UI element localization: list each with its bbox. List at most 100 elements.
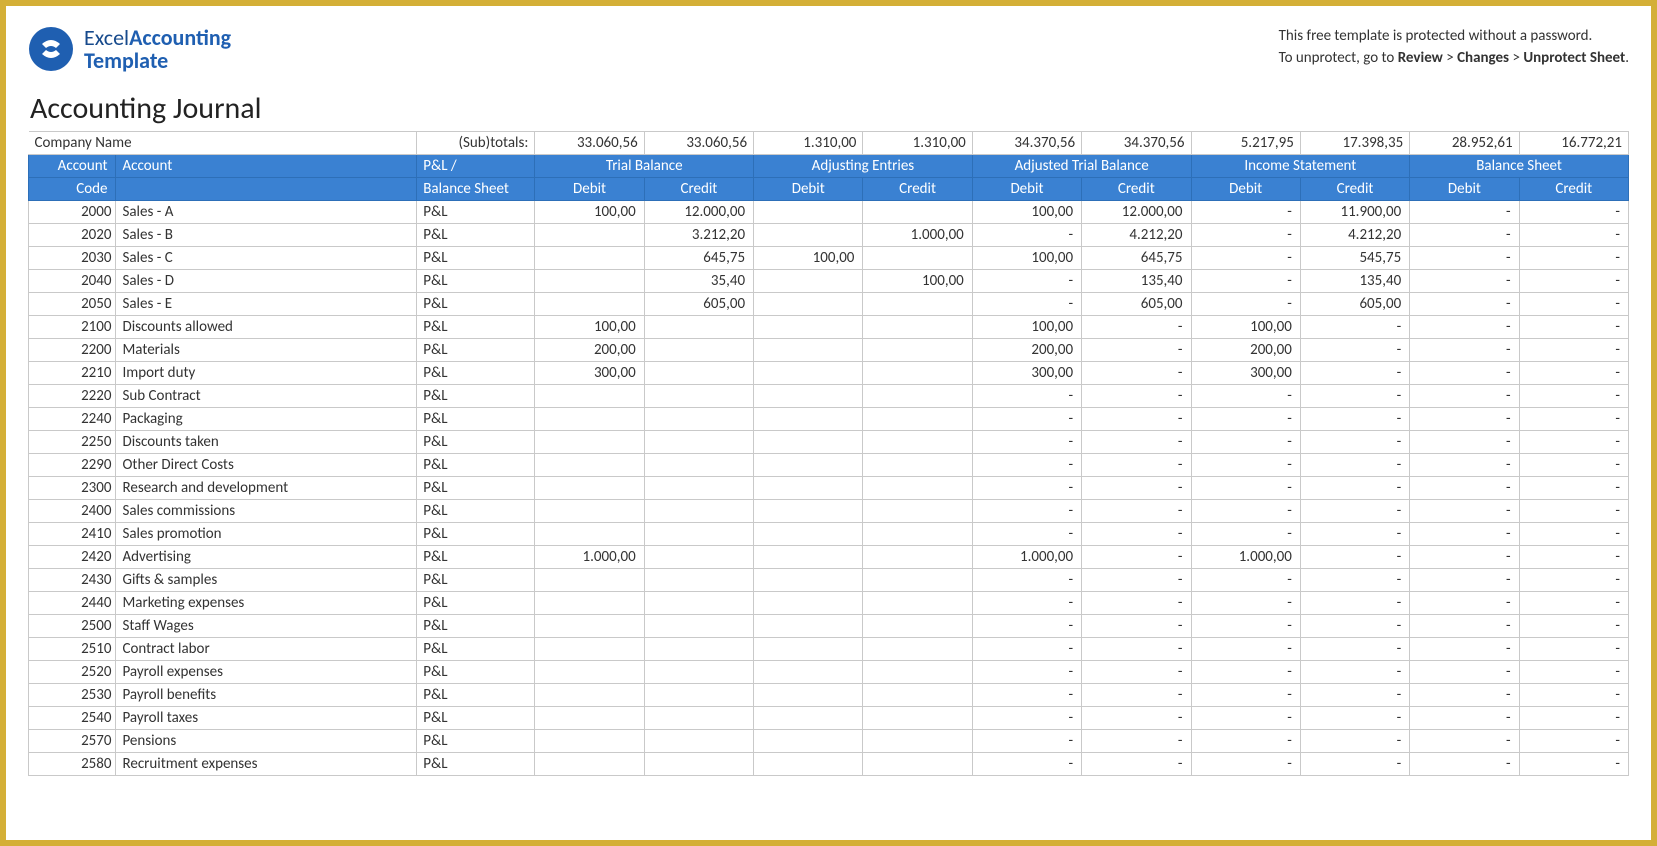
cell-account-name[interactable]: Contract labor — [116, 638, 417, 661]
cell-value[interactable]: - — [1082, 684, 1191, 707]
cell-account-code[interactable]: 2540 — [29, 707, 116, 730]
cell-value[interactable]: - — [1191, 454, 1300, 477]
cell-account-code[interactable]: 2210 — [29, 362, 116, 385]
cell-account-name[interactable]: Sales - A — [116, 201, 417, 224]
cell-value[interactable]: - — [1519, 247, 1628, 270]
cell-value[interactable]: - — [1410, 385, 1519, 408]
cell-value[interactable]: - — [1191, 730, 1300, 753]
cell-value[interactable]: - — [1519, 385, 1628, 408]
cell-value[interactable] — [754, 523, 863, 546]
cell-value[interactable]: - — [1410, 362, 1519, 385]
cell-value[interactable]: - — [972, 638, 1081, 661]
cell-value[interactable]: - — [1191, 431, 1300, 454]
cell-value[interactable] — [535, 477, 644, 500]
cell-value[interactable] — [754, 316, 863, 339]
cell-account-name[interactable]: Staff Wages — [116, 615, 417, 638]
cell-value[interactable]: - — [1519, 592, 1628, 615]
cell-value[interactable]: - — [1519, 316, 1628, 339]
cell-value[interactable]: - — [972, 431, 1081, 454]
cell-value[interactable] — [535, 224, 644, 247]
cell-value[interactable] — [644, 339, 753, 362]
cell-value[interactable] — [863, 615, 972, 638]
cell-value[interactable] — [535, 385, 644, 408]
cell-value[interactable]: 200,00 — [1191, 339, 1300, 362]
cell-value[interactable]: - — [1082, 477, 1191, 500]
cell-account-type[interactable]: P&L — [417, 592, 535, 615]
cell-value[interactable]: - — [972, 454, 1081, 477]
cell-value[interactable]: 1.000,00 — [972, 546, 1081, 569]
table-row[interactable]: 2300Research and developmentP&L------ — [29, 477, 1629, 500]
cell-value[interactable]: - — [1410, 684, 1519, 707]
cell-value[interactable]: - — [1082, 661, 1191, 684]
cell-value[interactable]: - — [1300, 362, 1409, 385]
cell-value[interactable]: 645,75 — [1082, 247, 1191, 270]
cell-account-code[interactable]: 2030 — [29, 247, 116, 270]
cell-account-name[interactable]: Import duty — [116, 362, 417, 385]
cell-value[interactable]: - — [1410, 500, 1519, 523]
cell-value[interactable]: 100,00 — [1191, 316, 1300, 339]
cell-account-type[interactable]: P&L — [417, 661, 535, 684]
cell-value[interactable] — [754, 362, 863, 385]
cell-value[interactable]: 135,40 — [1082, 270, 1191, 293]
cell-account-name[interactable]: Sales commissions — [116, 500, 417, 523]
cell-value[interactable]: 4.212,20 — [1300, 224, 1409, 247]
cell-value[interactable]: - — [1410, 224, 1519, 247]
cell-value[interactable]: - — [972, 523, 1081, 546]
cell-value[interactable] — [863, 684, 972, 707]
cell-account-code[interactable]: 2250 — [29, 431, 116, 454]
cell-value[interactable] — [535, 454, 644, 477]
cell-account-type[interactable]: P&L — [417, 247, 535, 270]
cell-value[interactable]: 3.212,20 — [644, 224, 753, 247]
cell-account-type[interactable]: P&L — [417, 362, 535, 385]
cell-value[interactable] — [644, 546, 753, 569]
cell-value[interactable]: - — [1410, 638, 1519, 661]
table-row[interactable]: 2580Recruitment expensesP&L------ — [29, 753, 1629, 776]
cell-account-name[interactable]: Packaging — [116, 408, 417, 431]
cell-value[interactable]: - — [1519, 638, 1628, 661]
cell-value[interactable] — [754, 730, 863, 753]
cell-account-name[interactable]: Sales - D — [116, 270, 417, 293]
cell-value[interactable] — [535, 270, 644, 293]
table-row[interactable]: 2100Discounts allowedP&L100,00100,00-100… — [29, 316, 1629, 339]
cell-account-type[interactable]: P&L — [417, 454, 535, 477]
cell-account-code[interactable]: 2200 — [29, 339, 116, 362]
cell-value[interactable]: 605,00 — [644, 293, 753, 316]
cell-value[interactable]: - — [1082, 638, 1191, 661]
cell-value[interactable]: - — [1082, 385, 1191, 408]
cell-account-code[interactable]: 2290 — [29, 454, 116, 477]
cell-account-code[interactable]: 2050 — [29, 293, 116, 316]
cell-value[interactable]: - — [1519, 362, 1628, 385]
cell-value[interactable]: 100,00 — [535, 201, 644, 224]
cell-value[interactable] — [754, 270, 863, 293]
cell-account-type[interactable]: P&L — [417, 477, 535, 500]
cell-value[interactable]: - — [972, 500, 1081, 523]
cell-value[interactable]: - — [972, 569, 1081, 592]
table-row[interactable]: 2200MaterialsP&L200,00200,00-200,00--- — [29, 339, 1629, 362]
cell-account-name[interactable]: Sub Contract — [116, 385, 417, 408]
table-row[interactable]: 2240PackagingP&L------ — [29, 408, 1629, 431]
cell-value[interactable]: - — [1410, 339, 1519, 362]
cell-value[interactable] — [863, 316, 972, 339]
cell-value[interactable]: - — [972, 477, 1081, 500]
cell-value[interactable]: - — [1410, 408, 1519, 431]
cell-value[interactable]: - — [1410, 592, 1519, 615]
cell-value[interactable] — [863, 661, 972, 684]
cell-value[interactable]: 1.000,00 — [863, 224, 972, 247]
cell-value[interactable]: - — [1410, 707, 1519, 730]
cell-account-type[interactable]: P&L — [417, 753, 535, 776]
cell-value[interactable] — [535, 661, 644, 684]
cell-value[interactable]: - — [1519, 224, 1628, 247]
cell-value[interactable] — [863, 454, 972, 477]
cell-account-name[interactable]: Sales promotion — [116, 523, 417, 546]
cell-value[interactable]: - — [1410, 477, 1519, 500]
cell-value[interactable]: - — [1082, 339, 1191, 362]
cell-value[interactable]: - — [1300, 431, 1409, 454]
cell-value[interactable] — [644, 431, 753, 454]
cell-value[interactable]: 545,75 — [1300, 247, 1409, 270]
cell-value[interactable]: - — [1191, 661, 1300, 684]
cell-account-type[interactable]: P&L — [417, 684, 535, 707]
cell-value[interactable]: - — [1300, 408, 1409, 431]
cell-account-type[interactable]: P&L — [417, 546, 535, 569]
cell-value[interactable] — [754, 224, 863, 247]
cell-value[interactable]: - — [1082, 730, 1191, 753]
